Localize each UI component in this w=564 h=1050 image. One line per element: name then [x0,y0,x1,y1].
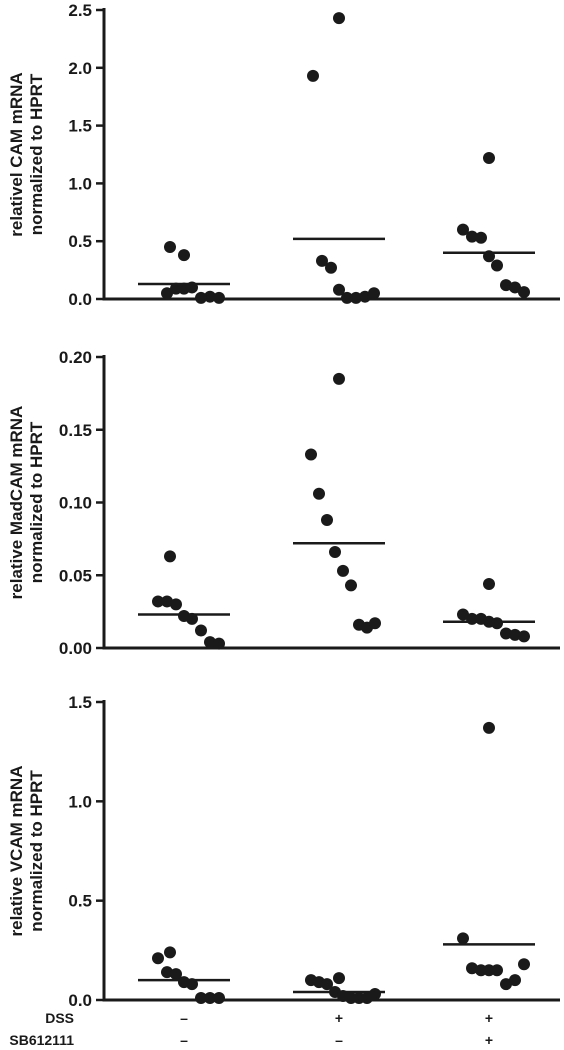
y-tick-label: 0.5 [68,232,92,251]
data-point [204,290,216,303]
data-point [321,978,333,991]
data-point [457,932,469,945]
y-tick-label: 0.00 [59,639,92,658]
y-tick-label: 0.10 [59,494,92,513]
data-point [170,968,182,981]
data-point [195,624,207,637]
y-tick-label: 1.5 [68,117,92,136]
data-point [509,974,521,987]
data-point [325,261,337,274]
data-point [509,628,521,641]
chart-panel: 0.0 0.5 1.0 1.5 relative VCAM mRNA normalized… [7,693,560,1010]
y-axis-title: relative VCAM mRNA [7,766,26,937]
data-point [500,627,512,640]
condition-value: – [180,1032,188,1048]
data-point [369,988,381,1001]
data-point [345,579,357,592]
data-point [359,290,371,303]
condition-label: SB612111 [9,1032,74,1048]
y-tick-label: 0.05 [59,566,92,585]
data-point [333,12,345,25]
data-point [483,721,495,734]
condition-value: + [485,1032,493,1048]
data-point [152,595,164,608]
y-tick-label: 0.5 [68,892,92,911]
y-tick-label: 0.0 [68,991,92,1010]
data-point [161,966,173,979]
y-tick-label: 1.5 [68,693,92,712]
data-point [164,946,176,959]
data-point [213,291,225,304]
data-point [369,617,381,630]
data-point [368,287,380,300]
data-point [475,231,487,244]
data-point [518,958,530,971]
y-tick-label: 0.0 [68,290,92,309]
y-tick-label: 0.20 [59,348,92,367]
chart-panel: 0.0 0.5 1.0 1.5 2.0 2.5 relativel CAM mRNA norm… [7,1,560,309]
data-point [305,448,317,461]
data-point [466,962,478,975]
data-point [213,637,225,650]
y-tick-label: 0.15 [59,421,92,440]
data-point [491,964,503,977]
data-point [337,564,349,577]
y-axis-title: normalized to HPRT [27,421,46,583]
data-point [491,617,503,630]
condition-value: + [335,1010,343,1026]
data-point [161,287,173,300]
data-point [195,992,207,1005]
data-point [164,240,176,253]
data-point [164,550,176,563]
condition-value: + [485,1010,493,1026]
condition-value: – [335,1032,343,1048]
data-point [483,151,495,164]
data-point [161,595,173,608]
y-axis-title: normalized to HPRT [27,770,46,932]
data-point [333,972,345,985]
chart-panel: 0.00 0.05 0.10 0.15 0.20 relative MadCAM mRNA… [7,348,560,658]
data-point [170,598,182,611]
y-tick-label: 2.5 [68,1,92,20]
data-point [457,223,469,236]
y-axis-title: relative MadCAM mRNA [7,406,26,600]
data-point [204,636,216,649]
data-point [491,259,503,272]
data-point [500,279,512,292]
y-tick-label: 1.0 [68,174,92,193]
data-point [186,612,198,625]
data-point [466,230,478,243]
data-point [195,291,207,304]
y-tick-label: 1.0 [68,792,92,811]
data-point [321,513,333,526]
data-point [333,372,345,385]
data-point [350,291,362,304]
data-point [178,249,190,262]
data-point [509,281,521,294]
data-point [483,577,495,590]
condition-label: DSS [45,1010,74,1026]
data-point [457,608,469,621]
data-point [341,291,353,304]
data-point [316,254,328,267]
y-axis-title: relativel CAM mRNA [7,72,26,236]
y-tick-label: 2.0 [68,59,92,78]
data-point [307,69,319,82]
data-point [213,992,225,1005]
data-point [313,487,325,500]
data-point [329,545,341,558]
data-point [152,952,164,965]
y-axis-title: normalized to HPRT [27,73,46,235]
data-point [500,978,512,991]
data-point [518,630,530,643]
data-point [204,992,216,1005]
condition-value: – [180,1010,188,1026]
data-point [333,283,345,296]
data-point [518,286,530,299]
